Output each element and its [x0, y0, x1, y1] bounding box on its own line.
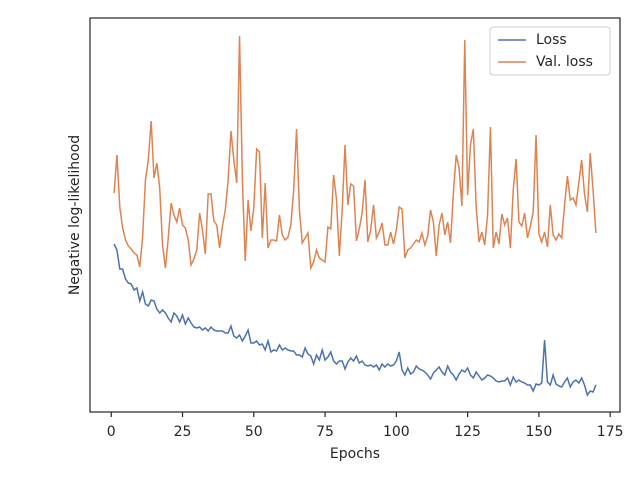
- x-tick-label: 0: [107, 424, 116, 440]
- x-tick-label: 50: [245, 424, 263, 440]
- legend-label: Val. loss: [536, 54, 593, 70]
- line: [113, 35, 597, 271]
- x-tick-label: 25: [174, 424, 192, 440]
- y-axis-label: Negative log-likelihood: [67, 135, 83, 295]
- legend-box: [489, 26, 611, 76]
- x-tick-label: 175: [597, 424, 624, 440]
- x-axis-label: Epochs: [330, 446, 380, 462]
- x-tick-label: 75: [316, 424, 334, 440]
- line: [113, 243, 597, 397]
- legend-label: Loss: [536, 32, 567, 48]
- x-tick-label: 150: [526, 424, 553, 440]
- x-tick-label: 100: [383, 424, 410, 440]
- x-tick-label: 125: [454, 424, 481, 440]
